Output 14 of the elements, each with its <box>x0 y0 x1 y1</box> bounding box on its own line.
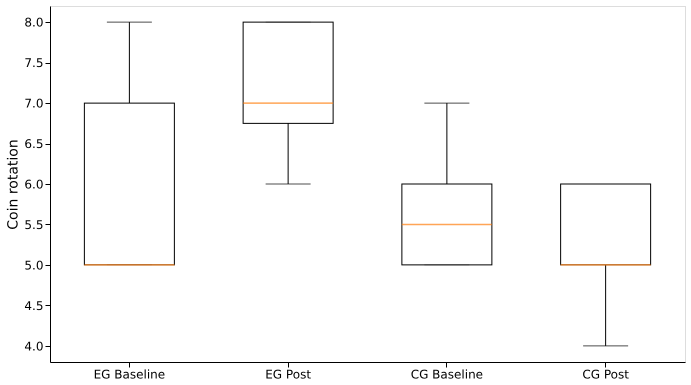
y-tick-label: 4.5 <box>24 298 44 313</box>
y-axis-title: Coin rotation <box>5 139 22 230</box>
y-tick-label: 4.0 <box>24 339 44 354</box>
y-tick-label: 5.5 <box>24 218 44 232</box>
y-tick-label: 7.5 <box>24 56 44 70</box>
y-tick-label: 6.5 <box>24 137 44 152</box>
x-tick-label: CG Post <box>582 368 630 382</box>
y-tick-label: 7.0 <box>24 96 44 111</box>
x-tick-label: EG Post <box>265 368 312 382</box>
y-tick-label: 6.0 <box>24 178 44 192</box>
x-tick-label: EG Baseline <box>94 368 166 382</box>
y-tick-label: 5.0 <box>24 258 44 272</box>
y-tick-label: 8.0 <box>24 16 44 30</box>
x-tick-label: CG Baseline <box>410 368 484 382</box>
